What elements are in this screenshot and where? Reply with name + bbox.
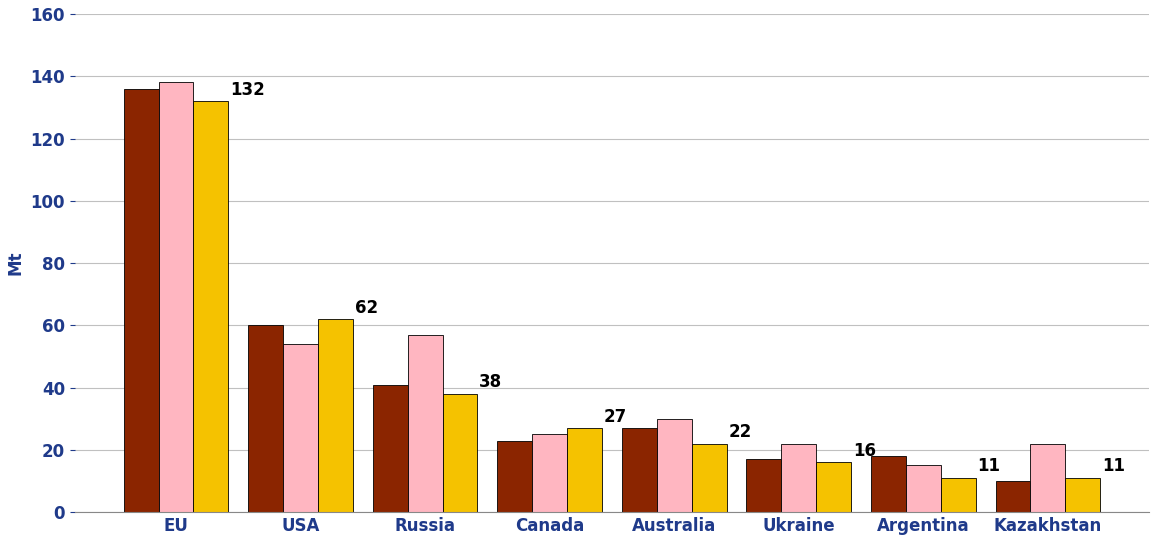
Bar [622,428,657,512]
Text: 38: 38 [480,373,503,391]
Text: 27: 27 [603,408,627,425]
Bar [249,325,283,512]
Bar [193,101,228,512]
Bar [124,89,158,512]
Text: 62: 62 [355,299,378,317]
Text: 22: 22 [728,423,751,441]
Bar [497,441,532,512]
Bar [1066,478,1101,512]
Bar [906,466,941,512]
Bar [781,444,816,512]
Text: 132: 132 [230,81,265,99]
Text: 16: 16 [853,442,876,460]
Text: 11: 11 [1102,457,1125,475]
Bar [408,335,443,512]
Bar [158,82,193,512]
Bar [657,419,691,512]
Bar [747,459,781,512]
Y-axis label: Mt: Mt [7,251,25,275]
Bar [870,456,906,512]
Bar [443,394,477,512]
Bar [816,462,851,512]
Bar [691,444,727,512]
Bar [532,434,568,512]
Bar [372,384,408,512]
Bar [568,428,602,512]
Bar [1030,444,1066,512]
Bar [941,478,976,512]
Bar [318,319,353,512]
Bar [283,344,318,512]
Text: 11: 11 [978,457,1000,475]
Bar [995,481,1030,512]
